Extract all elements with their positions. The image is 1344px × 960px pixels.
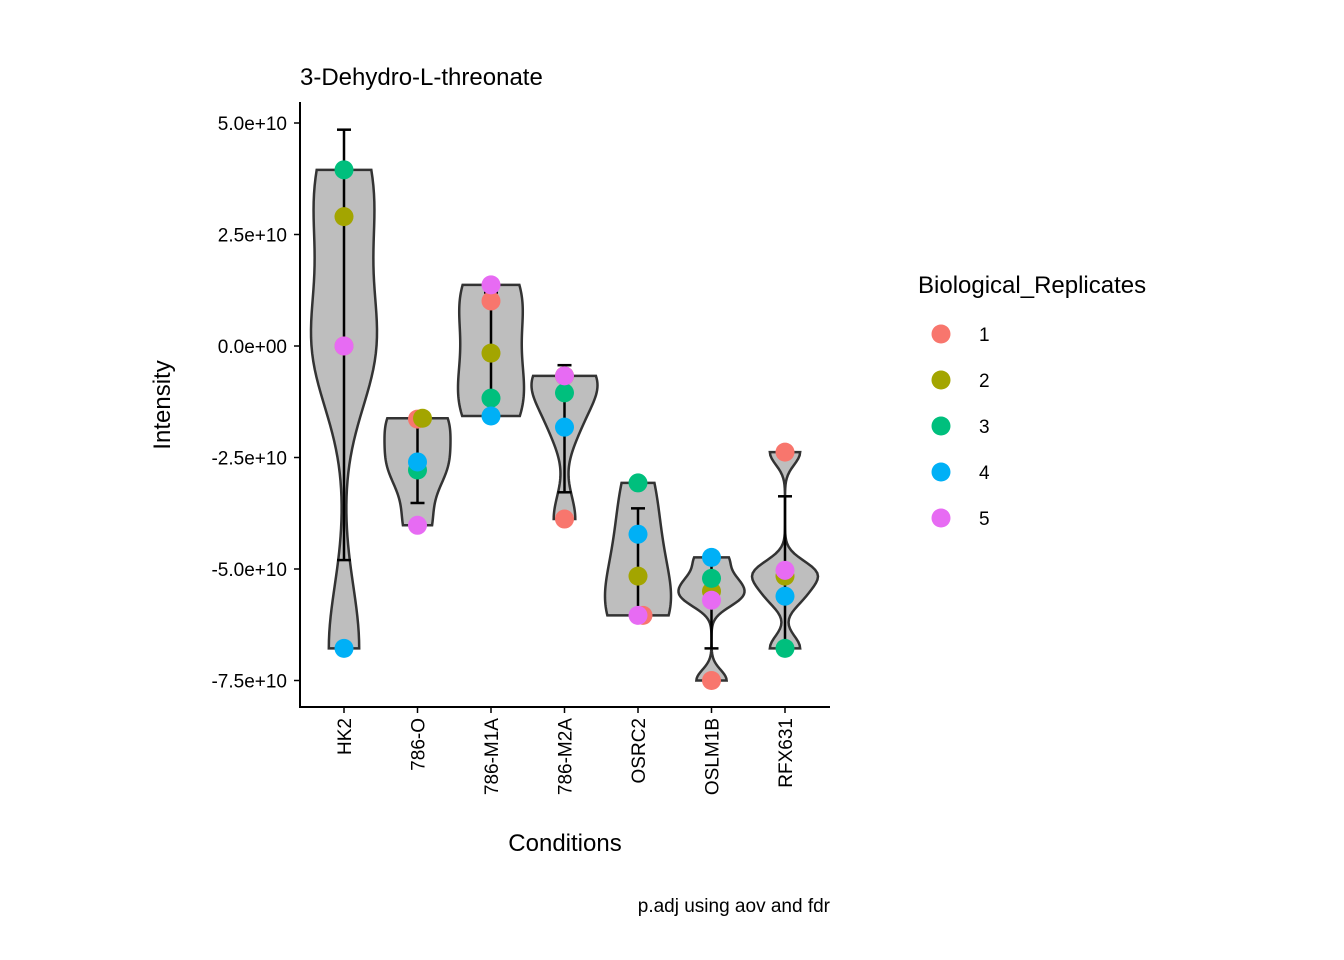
point-rep5-786-M2A <box>555 366 574 386</box>
point-rep5-HK2 <box>334 336 354 356</box>
y-tick-label: 0.0e+00 <box>218 337 287 358</box>
chart-title: 3-Dehydro-L-threonate <box>300 64 543 91</box>
legend-label-2: 2 <box>979 371 990 392</box>
y-axis-label: Intensity <box>149 360 176 449</box>
y-tick-label: -5.0e+10 <box>211 560 287 581</box>
legend-label-4: 4 <box>979 463 990 484</box>
legend-label-5: 5 <box>979 509 990 530</box>
point-rep3-786-M2A <box>555 383 574 403</box>
data-points <box>334 160 795 690</box>
legend-key-5 <box>931 508 951 528</box>
legend-key-4 <box>931 462 951 482</box>
point-rep4-786-O <box>408 452 427 472</box>
point-rep1-RFX631 <box>775 442 795 462</box>
x-tick-label: HK2 <box>335 718 356 755</box>
caption: p.adj using aov and fdr <box>638 896 831 917</box>
point-rep1-OSLM1B <box>702 671 721 690</box>
y-tick-label: -7.5e+10 <box>211 672 287 693</box>
point-rep3-OSRC2 <box>628 473 648 493</box>
point-rep4-HK2 <box>334 638 354 658</box>
x-axis-label: Conditions <box>508 830 621 857</box>
point-rep5-786-M1A <box>481 275 501 295</box>
x-tick-label: OSLM1B <box>703 718 724 795</box>
x-ticks: HK2 786-O 786-M1A 786-M2A OSRC2 OSLM1B RFX631 <box>335 707 797 795</box>
point-rep2-OSRC2 <box>628 566 648 586</box>
y-tick-label: 2.5e+10 <box>218 226 287 247</box>
point-rep5-RFX631 <box>775 560 795 580</box>
point-rep2-HK2 <box>334 207 354 227</box>
legend-label-1: 1 <box>979 325 990 346</box>
point-rep4-OSRC2 <box>628 524 648 544</box>
point-rep2-786-M1A <box>481 343 501 363</box>
point-rep2-786-O <box>413 408 432 428</box>
x-tick-label: 786-O <box>409 718 430 771</box>
y-tick-label: -2.5e+10 <box>211 449 287 470</box>
point-rep1-786-M2A <box>555 509 574 529</box>
point-rep3-786-M1A <box>481 388 501 408</box>
legend-label-3: 3 <box>979 417 990 438</box>
point-rep4-786-M1A <box>481 406 501 426</box>
point-rep3-RFX631 <box>775 638 795 658</box>
point-rep4-OSLM1B <box>702 547 721 567</box>
point-rep5-786-O <box>408 515 427 535</box>
y-tick-label: 5.0e+10 <box>218 114 287 135</box>
point-rep3-OSLM1B <box>702 568 721 588</box>
y-ticks: 5.0e+10 2.5e+10 0.0e+00 -2.5e+10 -5.0e+10 -7.… <box>211 114 300 693</box>
point-rep5-OSLM1B <box>702 590 721 610</box>
point-rep3-HK2 <box>334 160 354 180</box>
point-rep4-786-M2A <box>555 417 574 437</box>
point-rep4-RFX631 <box>775 586 795 606</box>
legend-key-1 <box>931 324 951 344</box>
x-tick-label: 786-M1A <box>482 718 503 795</box>
point-rep1-786-M1A <box>481 291 501 311</box>
point-rep5-OSRC2 <box>628 605 648 625</box>
x-tick-label: OSRC2 <box>629 718 650 783</box>
x-tick-label: 786-M2A <box>556 718 577 795</box>
legend: Biological_Replicates 1 2 3 4 5 <box>918 272 1146 530</box>
legend-key-2 <box>931 370 951 390</box>
x-tick-label: RFX631 <box>776 718 797 788</box>
legend-title: Biological_Replicates <box>918 272 1146 299</box>
legend-key-3 <box>931 416 951 436</box>
